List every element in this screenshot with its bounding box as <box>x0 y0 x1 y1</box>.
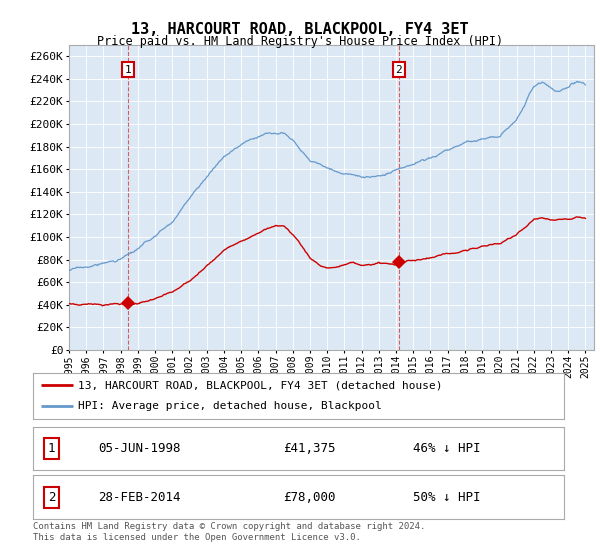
Text: Contains HM Land Registry data © Crown copyright and database right 2024.
This d: Contains HM Land Registry data © Crown c… <box>33 522 425 542</box>
Text: 13, HARCOURT ROAD, BLACKPOOL, FY4 3ET (detached house): 13, HARCOURT ROAD, BLACKPOOL, FY4 3ET (d… <box>78 380 443 390</box>
Text: 50% ↓ HPI: 50% ↓ HPI <box>413 491 481 504</box>
Text: Price paid vs. HM Land Registry's House Price Index (HPI): Price paid vs. HM Land Registry's House … <box>97 35 503 48</box>
Text: HPI: Average price, detached house, Blackpool: HPI: Average price, detached house, Blac… <box>78 402 382 412</box>
Text: 46% ↓ HPI: 46% ↓ HPI <box>413 442 481 455</box>
Text: £41,375: £41,375 <box>283 442 335 455</box>
Text: 1: 1 <box>48 442 55 455</box>
Text: £78,000: £78,000 <box>283 491 335 504</box>
Text: 2: 2 <box>395 64 402 74</box>
Text: 28-FEB-2014: 28-FEB-2014 <box>98 491 181 504</box>
Text: 2: 2 <box>48 491 55 504</box>
Text: 05-JUN-1998: 05-JUN-1998 <box>98 442 181 455</box>
Text: 13, HARCOURT ROAD, BLACKPOOL, FY4 3ET: 13, HARCOURT ROAD, BLACKPOOL, FY4 3ET <box>131 22 469 38</box>
Text: 1: 1 <box>124 64 131 74</box>
